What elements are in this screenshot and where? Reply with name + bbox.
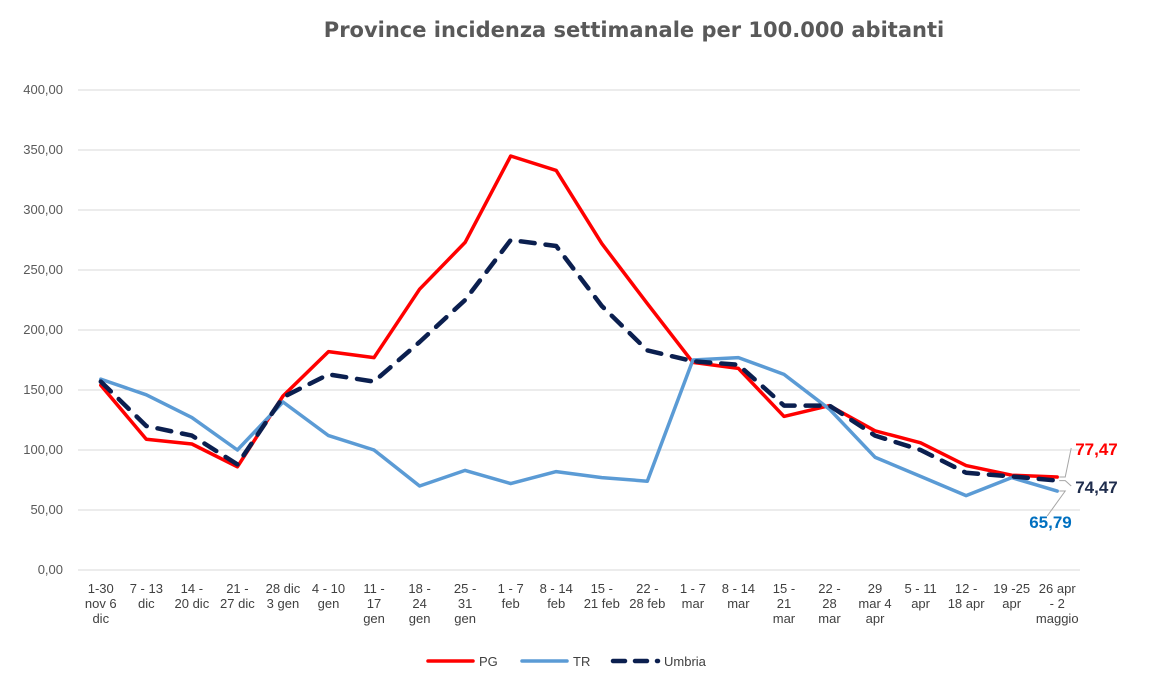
grid	[78, 89, 1080, 571]
y-tick-label: 150,00	[23, 382, 63, 397]
x-tick-label: 29 mar 4 apr	[858, 581, 891, 626]
x-tick-label: 18 -24 gen	[408, 581, 430, 626]
leader-line	[1046, 490, 1067, 517]
x-tick-label: 28 dic 3 gen	[266, 581, 301, 611]
x-tick-label: 14 -20 dic	[175, 581, 210, 611]
series-line-umbria	[98, 237, 1060, 483]
x-tick-label: 1-30 nov 6 dic	[85, 581, 117, 626]
x-tick-label: 21 -27 dic	[220, 581, 255, 611]
legend-item-pg: PG	[426, 654, 498, 669]
series-line-tr	[99, 355, 1059, 498]
x-tick-label: 12 -18 apr	[948, 581, 986, 611]
leader-line	[1059, 447, 1072, 478]
y-tick-label: 350,00	[23, 142, 63, 157]
y-tick-label: 200,00	[23, 322, 63, 337]
x-tick-label: 26 apr - 2 maggio	[1036, 581, 1079, 626]
chart-title: Province incidenza settimanale per 100.0…	[324, 18, 944, 42]
y-tick-label: 400,00	[23, 82, 63, 97]
end-label-umbria: 74,47	[1075, 478, 1118, 497]
series-line-pg	[99, 154, 1059, 479]
series	[98, 154, 1060, 498]
end-label-pg: 77,47	[1075, 440, 1118, 459]
x-tick-label: 15 -21 mar	[773, 581, 796, 626]
legend-label: TR	[573, 654, 590, 669]
y-tick-label: 250,00	[23, 262, 63, 277]
leader-line	[1059, 480, 1072, 487]
x-tick-label: 4 - 10 gen	[312, 581, 345, 611]
legend-label: PG	[479, 654, 498, 669]
x-tick-label: 5 - 11 apr	[904, 581, 936, 611]
x-tick-label: 1 - 7 mar	[680, 581, 706, 611]
x-tick-label: 22 -28 feb	[629, 581, 665, 611]
legend-item-tr: TR	[520, 654, 590, 669]
x-tick-label: 11 -17 gen	[363, 581, 385, 626]
x-tick-label: 8 - 14 feb	[540, 581, 573, 611]
legend-item-umbria: Umbria	[610, 654, 707, 669]
x-tick-label: 15 -21 feb	[584, 581, 620, 611]
x-tick-label: 19 -25 apr	[993, 581, 1030, 611]
y-axis: 0,00 50,00 100,00 150,00 200,00 250,00 300,00 3…	[23, 82, 63, 577]
x-tick-label: 1 - 7 feb	[498, 581, 524, 611]
x-tick-label: 7 - 13 dic	[130, 581, 163, 611]
y-tick-label: 0,00	[38, 562, 63, 577]
x-tick-label: 8 - 14 mar	[722, 581, 755, 611]
y-tick-label: 100,00	[23, 442, 63, 457]
y-tick-label: 50,00	[30, 502, 63, 517]
x-axis: 1-30 nov 6 dic 7 - 13 dic 14 -20 dic 21 -27 di…	[85, 581, 1079, 626]
y-tick-label: 300,00	[23, 202, 63, 217]
end-label-tr: 65,79	[1029, 513, 1072, 532]
x-tick-label: 22 -28 mar	[818, 581, 841, 626]
legend: PG TR Umbria	[426, 654, 707, 669]
x-tick-label: 25 -31 gen	[454, 581, 476, 626]
legend-label: Umbria	[664, 654, 707, 669]
